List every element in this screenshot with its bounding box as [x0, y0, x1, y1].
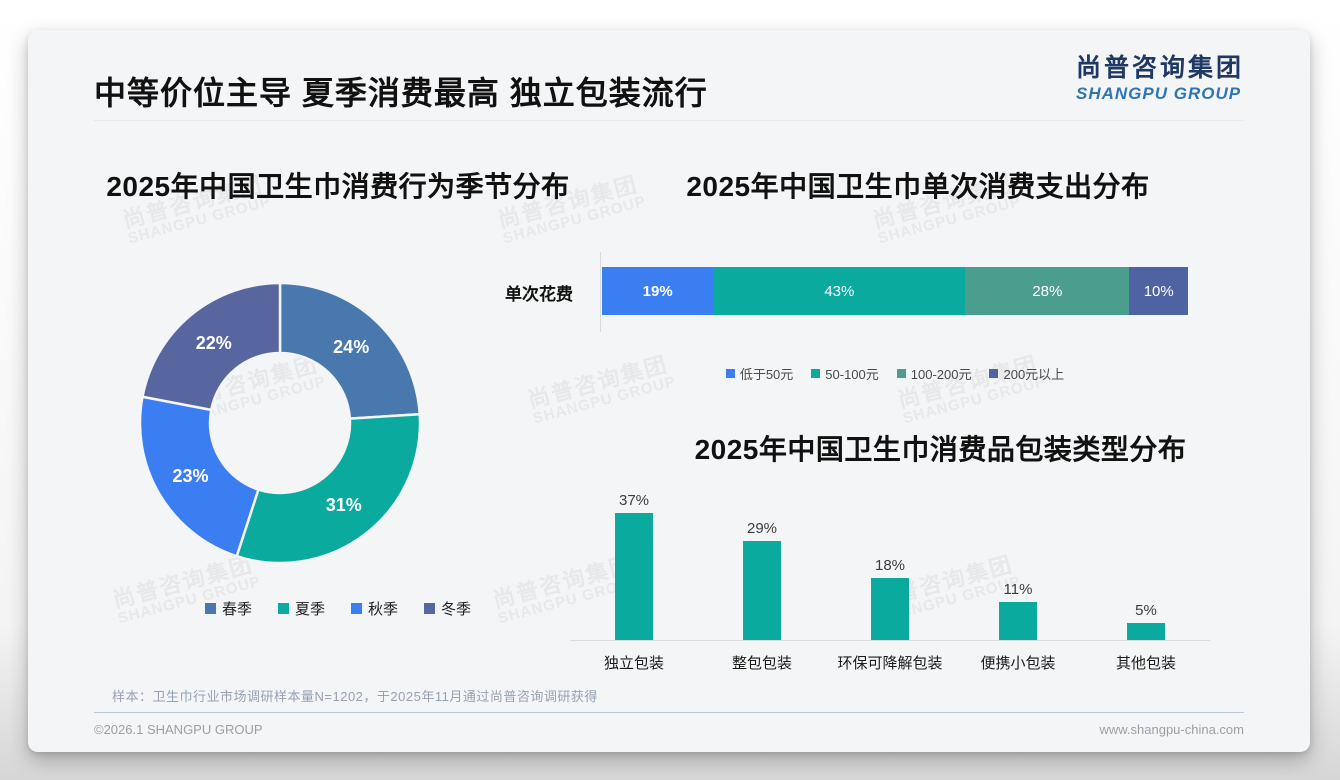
bar-独立包装	[615, 513, 653, 640]
bar-便携小包装	[999, 602, 1037, 640]
header-divider	[94, 120, 1244, 121]
legend-item-100-200元: 100-200元	[896, 364, 972, 383]
bar-其他包装	[1127, 622, 1165, 640]
bar-value-label: 11%	[1003, 581, 1033, 599]
bar-column-环保可降解包装: 18%	[826, 557, 954, 640]
bar-category-label: 整包包装	[731, 655, 792, 672]
footer-divider	[94, 712, 1244, 713]
donut-legend: 春季 夏季 秋季 冬季	[68, 598, 608, 619]
bar-整包包装	[743, 540, 781, 640]
legend-label: 50-100元	[825, 367, 879, 382]
legend-item-秋季: 秋季	[351, 598, 398, 619]
sample-note: 样本：卫生巾行业市场调研样本量N=1202，于2025年11月通过尚普咨询调研获…	[112, 689, 598, 704]
legend-swatch	[725, 369, 735, 378]
season-donut-chart: 24% 31% 23% 22%	[138, 281, 422, 565]
page-title: 中等价位主导 夏季消费最高 独立包装流行	[94, 75, 708, 111]
donut-slice-秋季	[138, 395, 260, 558]
bar-环保可降解包装	[871, 578, 909, 640]
packaging-bar-chart: 37% 29% 18% 11% 5%	[570, 482, 1210, 641]
legend-swatch	[424, 603, 436, 614]
legend-swatch	[811, 369, 821, 378]
legend-swatch	[989, 369, 999, 378]
bar-category-label: 便携小包装	[980, 655, 1056, 672]
bar-value-label: 18%	[874, 557, 906, 575]
spend-chart-title: 2025年中国卫生巾单次消费支出分布	[686, 171, 1150, 202]
legend-label: 100-200元	[910, 367, 972, 382]
packaging-chart-title: 2025年中国卫生巾消费品包装类型分布	[694, 434, 1187, 465]
legend-label: 低于50元	[739, 367, 794, 382]
logo-chinese: 尚普咨询集团	[1075, 54, 1244, 82]
donut-slice-夏季	[235, 412, 422, 565]
donut-value-label: 23%	[172, 466, 208, 486]
bar-category-label: 环保可降解包装	[837, 655, 943, 672]
legend-item-冬季: 冬季	[424, 598, 471, 619]
spend-segment-100-200元: 28%	[965, 267, 1130, 315]
bar-value-label: 29%	[746, 519, 778, 537]
donut-value-label: 31%	[326, 495, 362, 515]
legend-swatch	[277, 603, 289, 614]
legend-label: 夏季	[294, 601, 325, 618]
logo-english: SHANGPU GROUP	[1075, 84, 1242, 103]
bar-value-label: 37%	[618, 492, 650, 510]
legend-item-低于50元: 低于50元	[725, 364, 794, 383]
bar-column-整包包装: 29%	[698, 520, 826, 640]
bar-column-独立包装: 37%	[570, 492, 698, 640]
spend-stacked-bar: 19% 43% 28% 10%	[602, 267, 1188, 315]
legend-label: 冬季	[441, 601, 472, 618]
legend-swatch	[204, 603, 216, 614]
donut-slice-春季	[278, 281, 422, 420]
company-logo: 尚普咨询集团 SHANGPU GROUP	[1076, 48, 1244, 104]
bar-value-label: 5%	[1135, 601, 1157, 619]
spend-axis-line	[600, 252, 601, 332]
bar-column-便携小包装: 11%	[954, 581, 1082, 640]
legend-swatch	[351, 603, 362, 614]
legend-label: 春季	[221, 601, 252, 618]
spend-segment-低于50元: 19%	[602, 267, 714, 315]
legend-label: 200元以上	[1003, 367, 1065, 382]
spend-segment-200元以上: 10%	[1129, 267, 1188, 315]
spend-legend: 低于50元 50-100元 100-200元 200元以上	[602, 364, 1188, 383]
spend-category-label: 单次花费	[505, 285, 573, 304]
copyright-text: ©2026.1 SHANGPU GROUP	[94, 722, 263, 737]
bar-category-label: 其他包装	[1115, 655, 1176, 672]
slide-card: 尚普咨询集团 SHANGPU GROUP 尚普咨询集团 SHANGPU GROUP 尚普…	[28, 30, 1310, 752]
bar-column-其他包装: 5%	[1082, 602, 1210, 640]
legend-item-夏季: 夏季	[277, 598, 325, 619]
donut-value-label: 22%	[196, 333, 232, 353]
donut-chart-title: 2025年中国卫生巾消费行为季节分布	[106, 171, 570, 202]
website-text: www.shangpu-china.com	[1099, 722, 1244, 737]
legend-item-春季: 春季	[204, 598, 252, 619]
packaging-category-labels: 独立包装 整包包装 环保可降解包装 便携小包装 其他包装	[570, 652, 1210, 673]
legend-swatch	[896, 369, 906, 378]
donut-value-label: 24%	[333, 337, 369, 357]
legend-item-200元以上: 200元以上	[989, 364, 1064, 383]
spend-segment-50-100元: 43%	[713, 267, 966, 315]
donut-slice-冬季	[141, 281, 282, 412]
bar-category-label: 独立包装	[603, 655, 664, 672]
legend-label: 秋季	[368, 601, 399, 618]
legend-item-50-100元: 50-100元	[811, 364, 879, 383]
